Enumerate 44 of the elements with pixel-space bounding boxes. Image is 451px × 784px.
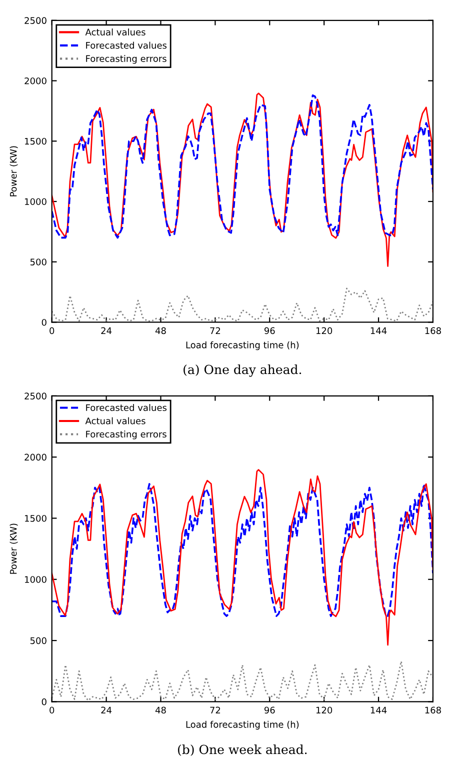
y-axis-title: Power (KW) — [10, 146, 18, 196]
text: (a) One day ahead. — [184, 364, 302, 377]
legend-label: Forecasting errors — [86, 55, 166, 64]
text: (b) One week ahead. — [178, 744, 307, 756]
y-tick-label: 0 — [42, 698, 46, 706]
x-tick-label: 144 — [370, 706, 387, 714]
y-tick-label: 2000 — [24, 77, 46, 84]
y-tick-label: 0 — [42, 318, 46, 326]
x-tick-label: 96 — [264, 706, 275, 714]
line-series — [52, 92, 433, 267]
x-tick-label: 24 — [101, 706, 112, 714]
x-axis-title: Load forecasting time (h) — [186, 341, 299, 350]
x-tick-label: 168 — [425, 706, 441, 714]
y-tick-label: 2500 — [24, 17, 46, 24]
x-tick-label: 72 — [210, 706, 220, 714]
x-tick-label: 48 — [155, 327, 166, 334]
x-tick-label: 96 — [264, 327, 275, 334]
x-tick-label: 120 — [316, 706, 332, 714]
x-tick-label: 168 — [425, 327, 441, 334]
x-tick-label: 0 — [50, 327, 54, 334]
legend-label: Actual values — [85, 28, 146, 36]
line-series — [52, 94, 433, 239]
y-tick-label: 1500 — [25, 138, 46, 145]
y-tick-label: 2000 — [24, 454, 46, 461]
y-tick-label: 500 — [30, 637, 46, 644]
legend-label: Forecasted values — [86, 404, 167, 412]
x-tick-label: 72 — [210, 327, 220, 334]
x-axis-title: Load forecasting time (h) — [186, 720, 299, 730]
x-tick-label: 120 — [316, 327, 332, 334]
x-tick-label: 24 — [101, 327, 112, 334]
line-series — [52, 469, 433, 646]
y-tick-label: 1000 — [25, 198, 46, 206]
y-tick-label: 1000 — [25, 576, 46, 583]
legend-label: Forecasted values — [86, 42, 167, 49]
y-axis-title: Power (KW) — [10, 524, 18, 574]
x-tick-label: 0 — [50, 706, 54, 714]
y-tick-label: 2500 — [24, 392, 46, 400]
line-series — [52, 483, 433, 617]
x-tick-label: 144 — [370, 327, 387, 334]
legend-label: Forecasting errors — [86, 430, 166, 440]
x-tick-label: 48 — [155, 706, 166, 714]
y-tick-label: 500 — [30, 258, 46, 266]
y-tick-label: 1500 — [25, 514, 46, 522]
legend-label: Actual values — [85, 417, 146, 424]
